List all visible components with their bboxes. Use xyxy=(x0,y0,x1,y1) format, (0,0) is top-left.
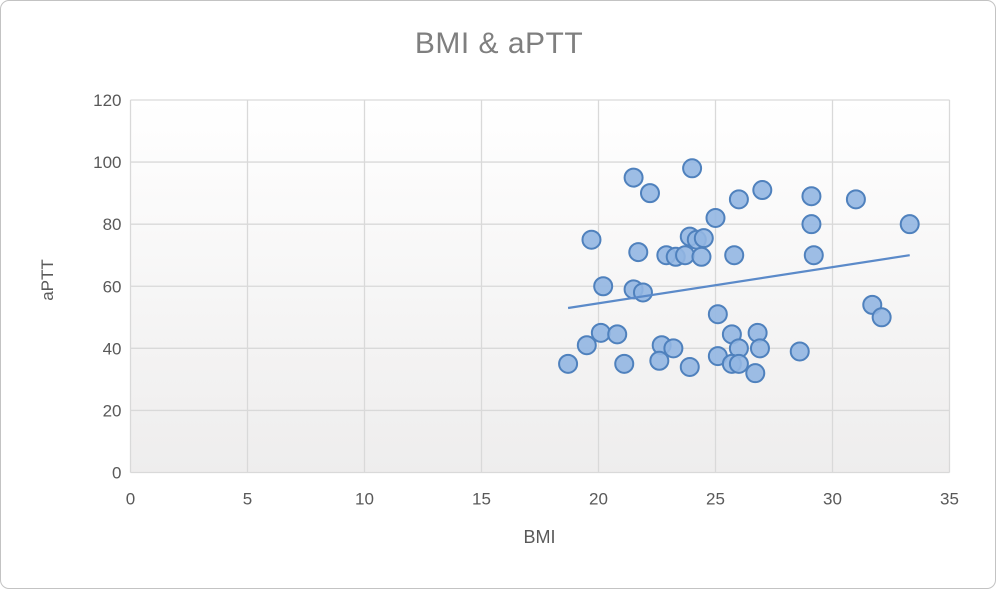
data-point xyxy=(801,214,822,235)
data-point xyxy=(728,189,749,210)
x-tick-label: 10 xyxy=(355,490,374,509)
y-tick-label: 0 xyxy=(112,464,121,483)
chart-title: BMI & aPTT xyxy=(414,27,584,60)
data-point xyxy=(803,245,824,266)
data-point xyxy=(899,214,920,235)
y-tick-label: 120 xyxy=(93,91,121,110)
data-point xyxy=(679,356,700,377)
data-point xyxy=(705,207,726,228)
data-point xyxy=(682,158,703,179)
data-point xyxy=(752,180,773,201)
data-point xyxy=(691,246,712,267)
x-axis-title: BMI xyxy=(523,527,556,547)
data-point xyxy=(728,353,749,374)
trend-line xyxy=(567,254,910,310)
data-point xyxy=(614,353,635,374)
data-point xyxy=(845,189,866,210)
data-point xyxy=(724,245,745,266)
y-tick-label: 20 xyxy=(103,401,122,420)
data-point xyxy=(675,245,696,266)
data-point xyxy=(663,338,684,359)
data-point xyxy=(801,186,822,207)
data-point xyxy=(693,228,714,249)
data-point xyxy=(607,324,628,345)
data-point xyxy=(789,341,810,362)
x-tick-label: 35 xyxy=(940,490,959,509)
data-point xyxy=(593,276,614,297)
x-tick-label: 30 xyxy=(823,490,842,509)
data-point xyxy=(581,229,602,250)
data-point xyxy=(707,304,728,325)
y-tick-label: 100 xyxy=(93,153,121,172)
data-point xyxy=(871,307,892,328)
y-tick-label: 80 xyxy=(103,215,122,234)
data-point xyxy=(628,242,649,263)
data-point xyxy=(632,282,653,303)
data-point xyxy=(576,335,597,356)
x-tick-label: 25 xyxy=(706,490,725,509)
data-point xyxy=(745,363,766,384)
data-point xyxy=(558,353,579,374)
x-tick-label: 20 xyxy=(589,490,608,509)
x-tick-label: 0 xyxy=(126,490,135,509)
y-tick-label: 60 xyxy=(103,277,122,296)
data-point xyxy=(639,183,660,204)
data-point xyxy=(649,350,670,371)
y-tick-label: 40 xyxy=(103,339,122,358)
data-point xyxy=(623,167,644,188)
data-point xyxy=(749,338,770,359)
x-tick-label: 5 xyxy=(243,490,252,509)
x-tick-label: 15 xyxy=(472,490,491,509)
